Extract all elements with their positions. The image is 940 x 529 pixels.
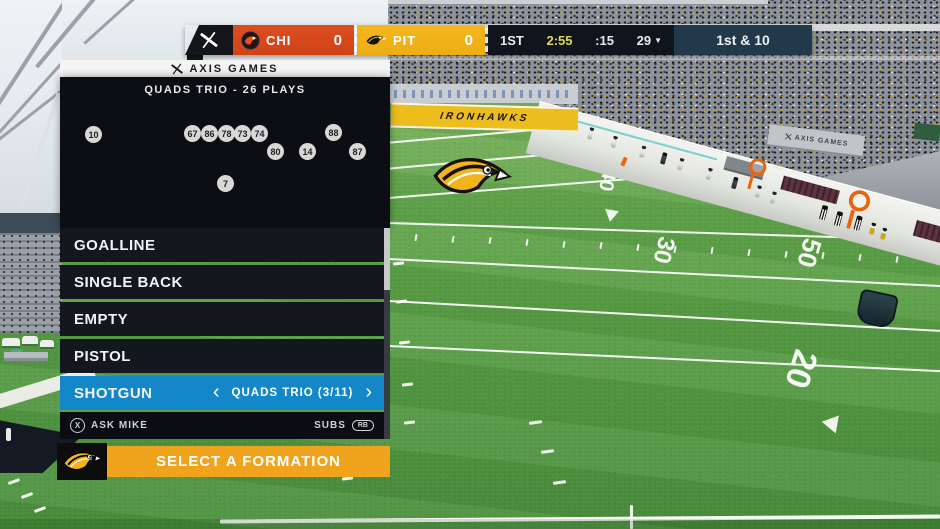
- player-dot-86: 86: [201, 125, 218, 142]
- sky-left: [0, 0, 62, 218]
- formation-row-single-back[interactable]: SINGLE BACK: [60, 265, 384, 299]
- left-stand: [0, 233, 62, 333]
- player-dot-67: 67: [184, 125, 201, 142]
- sideline-tent: [2, 338, 20, 346]
- quarter-label: 1ST: [500, 32, 524, 48]
- subs-label[interactable]: SUBS: [314, 420, 346, 431]
- player-dot-10: 10: [85, 126, 102, 143]
- playset-indicator: QUADS TRIO (3/11): [231, 387, 354, 399]
- play-diagram: QUADS TRIO - 26 PLAYS 10 67 86 78 73 74 80 14 88…: [60, 77, 390, 228]
- game-clock: 2:55: [546, 32, 573, 48]
- down-triangle-icon: ▼: [654, 35, 662, 45]
- formation-row-shotgun[interactable]: SHOTGUN ‹ QUADS TRIO (3/11) ›: [60, 376, 384, 410]
- playset-title: QUADS TRIO - 26 PLAYS: [144, 84, 306, 96]
- next-playset-chevron-icon[interactable]: ›: [365, 381, 372, 403]
- play-clock: :15: [595, 32, 614, 48]
- prev-playset-chevron-icon[interactable]: ‹: [212, 381, 220, 403]
- action-prompt-bar: SELECT A FORMATION: [107, 446, 390, 477]
- rb-button-icon[interactable]: RB: [351, 420, 374, 431]
- endzone-band: IRONHAWKS: [390, 102, 579, 133]
- referee: [818, 204, 829, 221]
- away-team-abbr: PIT: [393, 32, 417, 48]
- home-team-points: 0: [333, 31, 342, 49]
- team-hawk-logo-icon: [62, 451, 103, 470]
- formation-label: SHOTGUN: [74, 384, 153, 402]
- axis-x-icon: [200, 31, 218, 49]
- pit-team-logo-icon: [366, 35, 387, 45]
- green-banner: [913, 122, 940, 142]
- panel-footer: X ASK MIKE SUBS RB: [60, 412, 384, 439]
- ask-mike-label[interactable]: ASK MIKE: [91, 420, 148, 431]
- player-dot-74: 74: [251, 125, 268, 142]
- axis-logo-tab: [185, 25, 233, 55]
- down-marker-icon: [842, 187, 873, 232]
- tempo-stat: 29 ▼: [636, 32, 662, 48]
- player-dot-73: 73: [234, 125, 251, 142]
- score-separator: [485, 28, 488, 52]
- player-dot-14: 14: [299, 143, 316, 160]
- home-team-score: CHI 0: [233, 25, 354, 55]
- home-team-abbr: CHI: [266, 32, 292, 48]
- formation-label: PISTOL: [74, 347, 131, 365]
- away-team-points: 0: [464, 31, 473, 49]
- formation-label: GOALLINE: [74, 236, 156, 254]
- axis-games-label: AXIS GAMES: [189, 62, 279, 75]
- left-bench: [4, 352, 48, 358]
- score-separator: [354, 28, 357, 52]
- player-dot-88: 88: [325, 124, 342, 141]
- x-button-icon[interactable]: X: [70, 418, 85, 433]
- formation-row-empty[interactable]: EMPTY: [60, 302, 384, 336]
- midfield-hawk-logo: [433, 158, 513, 194]
- endzone-label: IRONHAWKS: [437, 110, 532, 125]
- formation-row-pistol[interactable]: PISTOL: [60, 339, 384, 373]
- formation-label: EMPTY: [74, 310, 129, 328]
- axis-x-icon: [171, 63, 184, 74]
- scrollbar-track[interactable]: [384, 228, 390, 439]
- away-team-score: PIT 0: [357, 25, 485, 55]
- formation-row-goalline[interactable]: GOALLINE: [60, 228, 384, 262]
- player-dot-78: 78: [218, 125, 235, 142]
- game-clock-panel: 1ST 2:55 :15 29 ▼: [488, 25, 674, 55]
- scoreboard: CHI 0 PIT 0 1ST 2:55 :15 29 ▼ 1st & 10: [185, 25, 812, 55]
- formation-list: GOALLINE SINGLE BACK EMPTY PISTOL SHOTGUN ‹ QU…: [60, 228, 384, 413]
- axis-games-billboard: AXIS GAMES: [767, 124, 865, 158]
- team-logo-box: [57, 443, 107, 480]
- player-dot-80: 80: [267, 143, 284, 160]
- stadium-wall-left: [0, 213, 62, 235]
- equipment-crates: [780, 175, 840, 205]
- action-prompt-label: SELECT A FORMATION: [156, 453, 341, 470]
- chi-team-logo-icon: [241, 30, 260, 50]
- scrollbar-thumb[interactable]: [384, 228, 390, 290]
- player-dot-87: 87: [349, 143, 366, 160]
- down-distance-badge: 1st & 10: [674, 25, 812, 55]
- player-dot-7: 7: [217, 175, 234, 192]
- formation-label: SINGLE BACK: [74, 273, 183, 291]
- axis-games-header: AXIS GAMES: [60, 60, 390, 77]
